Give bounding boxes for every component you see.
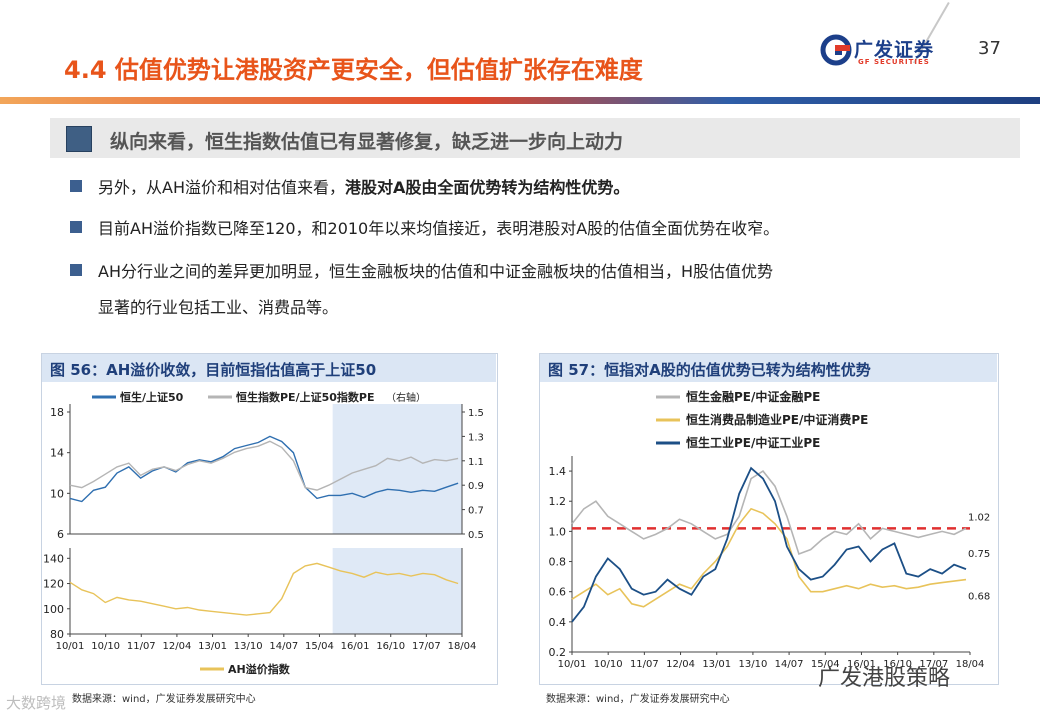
end-label-consumer: 0.68 — [968, 592, 990, 603]
x-tick-label: 13/01 — [702, 659, 731, 670]
x-tick-label: 10/01 — [56, 641, 85, 652]
x-tick-label: 16/01 — [341, 641, 370, 652]
x-tick-label: 10/01 — [558, 659, 587, 670]
title-underline-bar — [0, 97, 1040, 104]
chart-highlight-band — [332, 404, 462, 534]
legend-label-consumer: 恒生消费品制造业PE/中证消费PE — [686, 412, 868, 427]
logo-text: 广发证券 — [854, 39, 935, 61]
x-tick-label: 13/01 — [198, 641, 227, 652]
right-chart-title: 图 57：恒指对A股的估值优势已转为结构性优势 — [548, 361, 871, 379]
series-line-consumer — [571, 507, 967, 608]
watermark-left: 大数跨境 — [6, 694, 67, 712]
y-tick-label: 120 — [43, 578, 64, 591]
y-right-tick-label: 0.5 — [468, 530, 484, 541]
y-tick-label: 6 — [57, 528, 64, 541]
section-header-text: 纵向来看，恒生指数估值已有显著修复，缺乏进一步向上动力 — [110, 131, 624, 153]
page-number: 37 — [978, 38, 1001, 59]
x-tick-label: 10/10 — [594, 659, 623, 670]
reference-line-label: 1.02 — [968, 512, 990, 523]
x-tick-label: 15/04 — [811, 659, 840, 670]
chart-highlight-band — [332, 548, 462, 634]
y-right-tick-label: 0.7 — [468, 506, 484, 517]
y-right-tick-label: 1.1 — [468, 457, 484, 468]
x-tick-label: 10/10 — [91, 641, 120, 652]
y-tick-label: 18 — [50, 406, 64, 419]
lower-axes: 80 100 120 140 10/01 10/10 11/07 12/04 13/01 13/1… — [43, 548, 476, 652]
x-tick-label: 12/04 — [666, 659, 695, 670]
y-tick-label: 1.2 — [549, 495, 567, 508]
y-right-tick-label: 1.5 — [468, 408, 484, 419]
logo-subtext: GF SECURITIES — [858, 58, 930, 66]
y-tick-label: 100 — [43, 603, 64, 616]
bullet-text-3-continued: 显著的行业包括工业、消费品等。 — [98, 298, 339, 317]
right-chart-panel — [539, 353, 999, 685]
bullet-text-2: 目前AH溢价指数已降至120，和2010年以来均值接近，表明港股对A股的估值全面… — [98, 219, 780, 238]
x-tick-label: 14/07 — [269, 641, 298, 652]
x-tick-label: 17/07 — [919, 659, 948, 670]
legend-label-financials: 恒生金融PE/中证金融PE — [686, 389, 820, 404]
x-tick-label: 12/04 — [162, 641, 191, 652]
x-tick-label: 18/04 — [956, 659, 985, 670]
left-chart-svg: 6 10 14 18 0.5 0.7 0.9 1.1 1.3 1.5 80 100 120 140 10/… — [43, 390, 484, 676]
series-line-industrials — [571, 466, 967, 623]
x-tick-label: 14/07 — [775, 659, 804, 670]
bullet-square-icon — [70, 264, 82, 276]
header-square-icon — [66, 126, 92, 152]
series-line-ah-premium — [69, 562, 459, 616]
legend-label-industrials: 恒生工业PE/中证工业PE — [686, 435, 820, 450]
x-tick-label: 13/10 — [234, 641, 263, 652]
y-tick-label: 0.2 — [549, 646, 567, 659]
right-chart-svg: 0.2 0.4 0.6 0.8 1.0 1.2 1.4 10/01 10/10 11/07 12/0… — [549, 389, 991, 670]
y-tick-label: 1.4 — [549, 465, 567, 478]
axes: 0.2 0.4 0.6 0.8 1.0 1.2 1.4 10/01 10/10 11/07 12/0… — [549, 456, 985, 670]
left-chart-panel — [41, 353, 498, 685]
end-label-industrials: 0.75 — [968, 549, 990, 560]
series-line-pe-ratio — [69, 440, 459, 491]
y-tick-label: 0.8 — [549, 556, 567, 569]
left-chart-header — [42, 354, 496, 382]
gf-logo-icon — [820, 34, 852, 66]
y-tick-label: 10 — [50, 487, 64, 500]
x-tick-label: 13/10 — [738, 659, 767, 670]
upper-axes: 6 10 14 18 0.5 0.7 0.9 1.1 1.3 1.5 — [50, 404, 484, 541]
x-tick-label: 17/07 — [412, 641, 441, 652]
y-right-tick-label: 0.9 — [468, 481, 484, 492]
x-tick-label: 16/10 — [883, 659, 912, 670]
watermark-right: 广发港股策略 — [818, 666, 951, 691]
y-right-tick-label: 1.3 — [468, 432, 484, 443]
bullet-text-1: 另外，从AH溢价和相对估值来看，港股对A股由全面优势转为结构性优势。 — [98, 178, 630, 197]
slide-title: 4.4 估值优势让港股资产更安全，但估值扩张存在难度 — [64, 56, 643, 84]
right-chart-header — [540, 354, 997, 382]
bullet-text-3: AH分行业之间的差异更加明显，恒生金融板块的估值和中证金融板块的估值相当，H股估… — [98, 262, 774, 281]
x-tick-label: 11/07 — [127, 641, 156, 652]
y-tick-label: 80 — [50, 628, 64, 641]
bullet-square-icon — [70, 221, 82, 233]
x-tick-label: 15/04 — [305, 641, 334, 652]
x-tick-label: 11/07 — [630, 659, 659, 670]
y-tick-label: 140 — [43, 552, 64, 565]
y-tick-label: 0.4 — [549, 616, 567, 629]
bullet-square-icon — [70, 180, 82, 192]
x-tick-label: 16/10 — [376, 641, 405, 652]
right-chart-source: 数据来源：wind，广发证券发展研究中心 — [546, 694, 730, 705]
y-tick-label: 1.0 — [549, 525, 567, 538]
legend-label-ah-premium: AH溢价指数 — [228, 662, 291, 676]
legend-label-hs-sz50: 恒生/上证50 — [120, 390, 184, 404]
section-header-box — [50, 118, 1020, 158]
x-tick-label: 18/04 — [448, 641, 477, 652]
series-line-hs-sz50 — [69, 435, 459, 503]
legend-label-pe-ratio: 恒生指数PE/上证50指数PE — [236, 390, 374, 404]
right-axis-label: （右轴） — [386, 391, 426, 404]
y-tick-label: 14 — [50, 447, 64, 460]
series-line-financials — [571, 470, 967, 556]
left-chart-title: 图 56：AH溢价收敛，目前恒指估值高于上证50 — [50, 361, 377, 379]
left-chart-source: 数据来源：wind，广发证券发展研究中心 — [72, 694, 256, 705]
x-tick-label: 16/01 — [847, 659, 876, 670]
y-tick-label: 0.6 — [549, 586, 567, 599]
